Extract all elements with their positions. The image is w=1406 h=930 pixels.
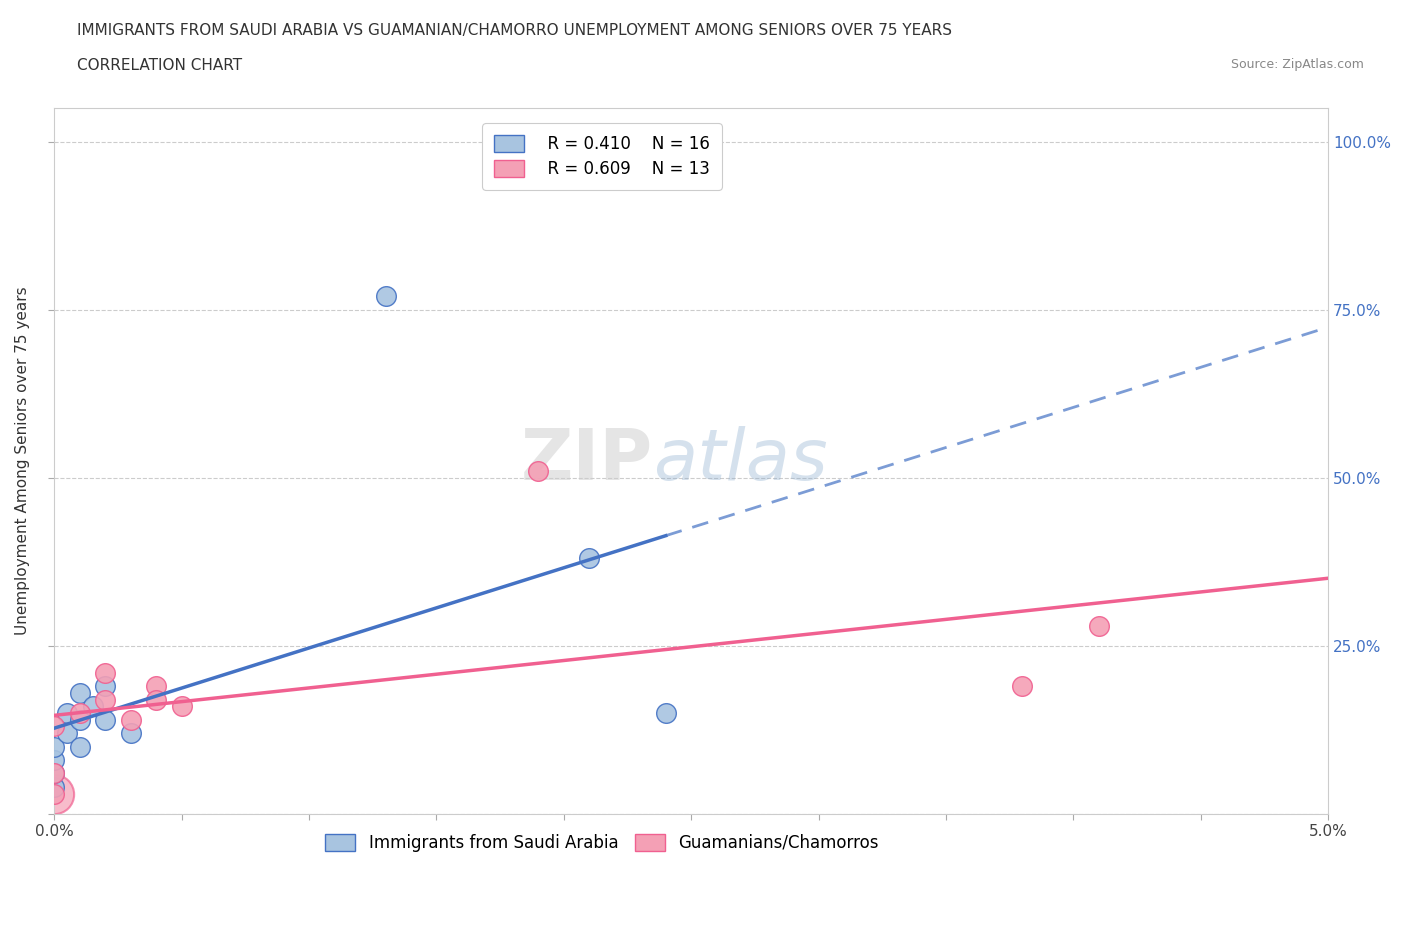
Point <box>170 698 193 713</box>
Text: IMMIGRANTS FROM SAUDI ARABIA VS GUAMANIAN/CHAMORRO UNEMPLOYMENT AMONG SENIORS OV: IMMIGRANTS FROM SAUDI ARABIA VS GUAMANIA… <box>77 23 952 38</box>
Point <box>94 712 117 727</box>
Point <box>44 752 66 767</box>
Point <box>44 739 66 754</box>
Point <box>120 725 142 740</box>
Point <box>120 712 142 727</box>
Point <box>374 289 396 304</box>
Y-axis label: Unemployment Among Seniors over 75 years: Unemployment Among Seniors over 75 years <box>15 286 30 635</box>
Point <box>1088 618 1111 633</box>
Text: ZIP: ZIP <box>520 427 652 496</box>
Point <box>578 551 600 565</box>
Point <box>56 706 79 721</box>
Point <box>69 685 91 700</box>
Point <box>44 779 66 794</box>
Text: Source: ZipAtlas.com: Source: ZipAtlas.com <box>1230 58 1364 71</box>
Point <box>56 725 79 740</box>
Point <box>69 712 91 727</box>
Point <box>69 706 91 721</box>
Point <box>69 739 91 754</box>
Point <box>655 706 678 721</box>
Point <box>145 692 167 707</box>
Point <box>145 679 167 694</box>
Point <box>44 786 66 801</box>
Point <box>82 698 104 713</box>
Point <box>94 679 117 694</box>
Point <box>94 692 117 707</box>
Point <box>1011 679 1033 694</box>
Point <box>44 786 66 801</box>
Point <box>44 719 66 734</box>
Legend: Immigrants from Saudi Arabia, Guamanians/Chamorros: Immigrants from Saudi Arabia, Guamanians… <box>319 827 886 858</box>
Point <box>527 463 550 478</box>
Point <box>44 766 66 781</box>
Text: CORRELATION CHART: CORRELATION CHART <box>77 58 242 73</box>
Point <box>44 766 66 781</box>
Text: atlas: atlas <box>652 427 828 496</box>
Point <box>94 665 117 680</box>
